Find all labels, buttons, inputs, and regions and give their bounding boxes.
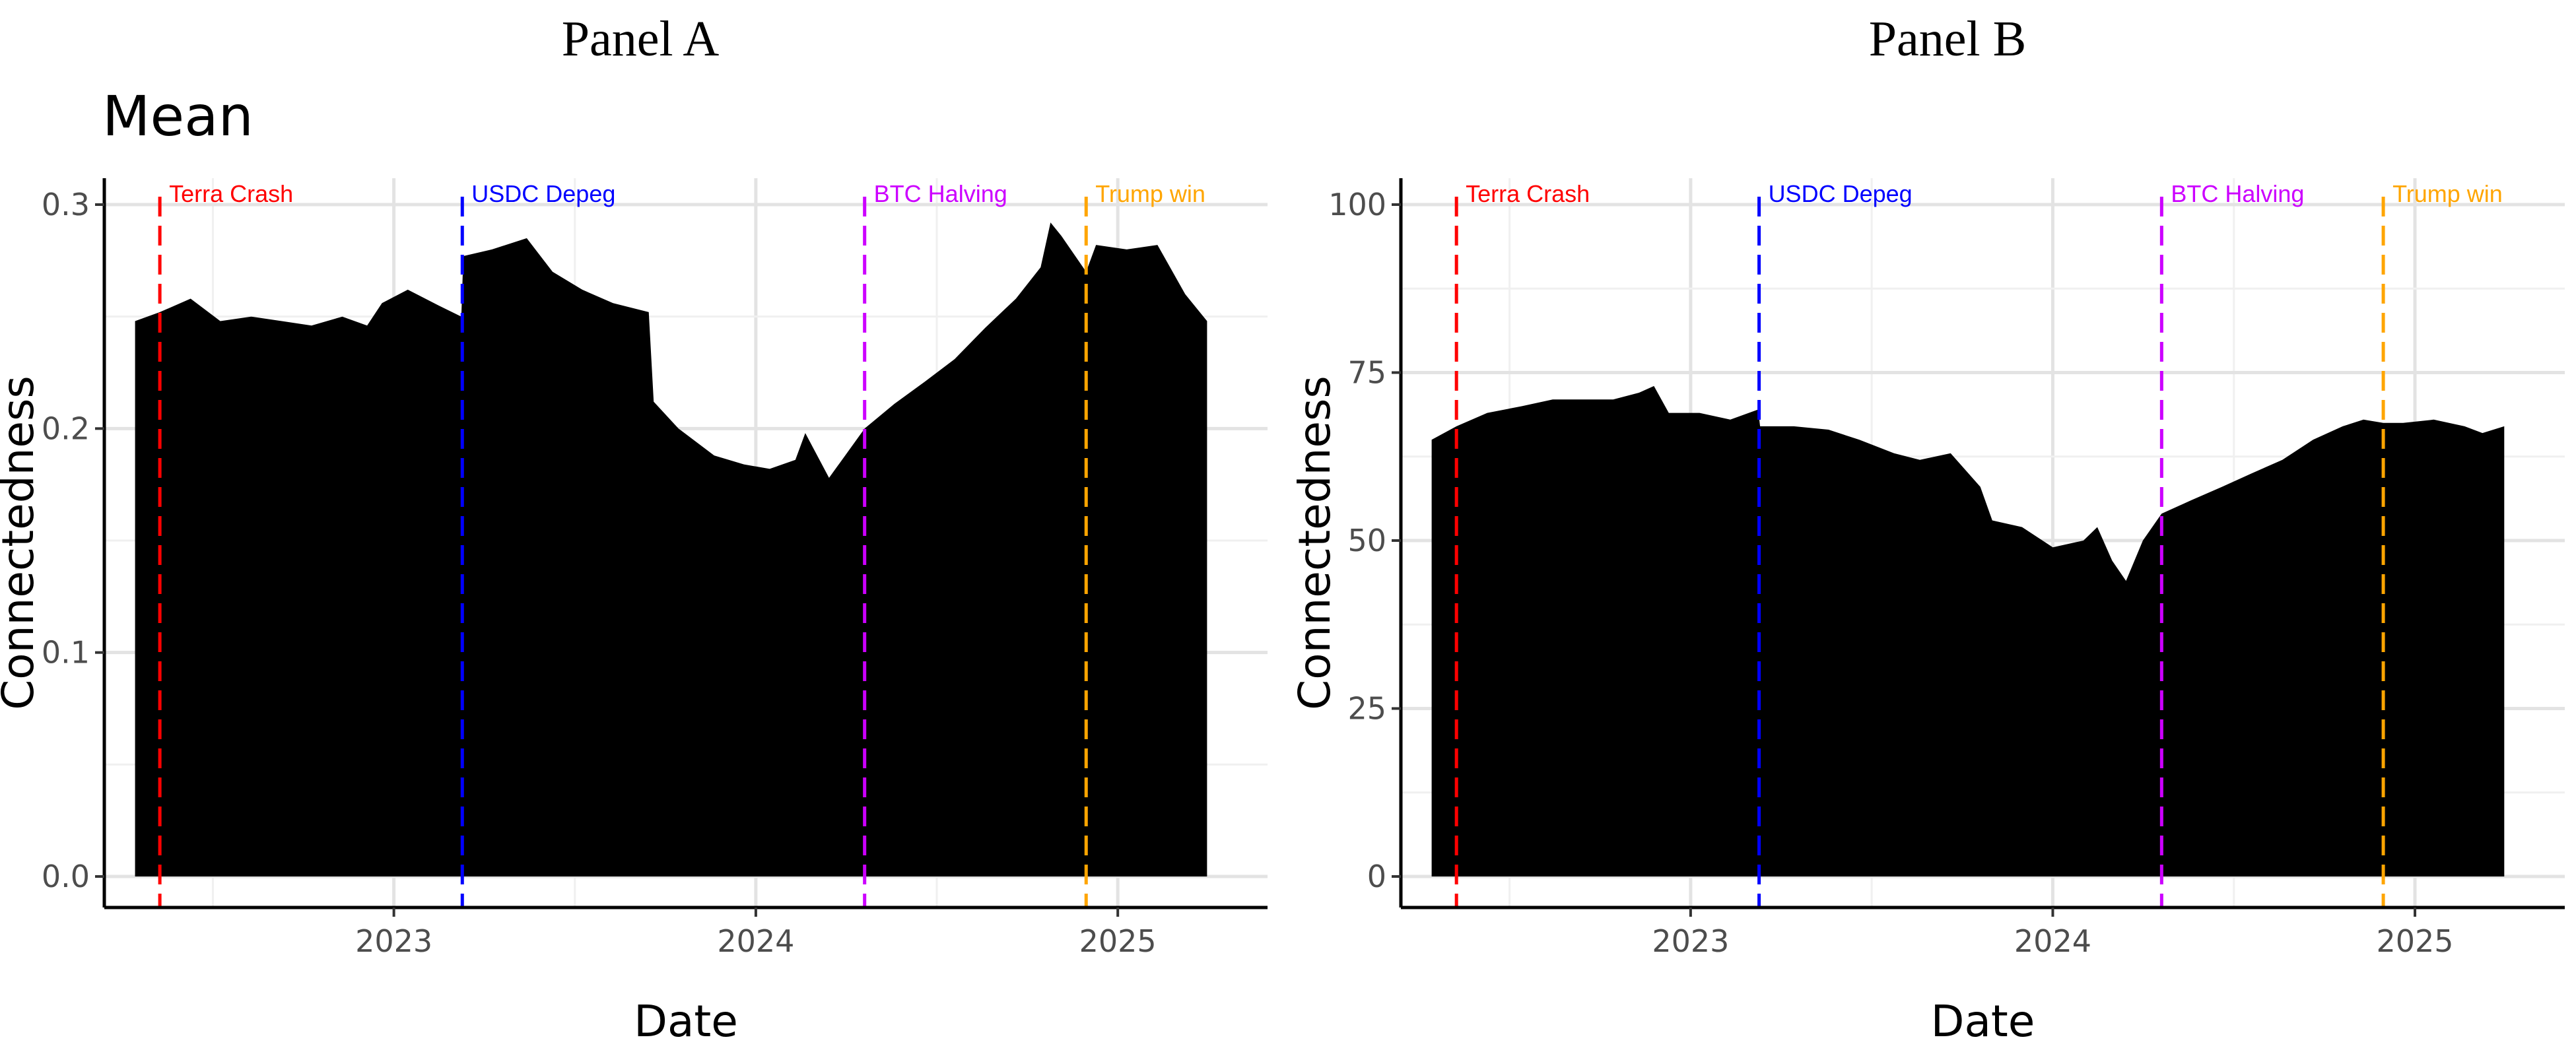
area-series (1431, 385, 2505, 876)
x-tick-label: 2023 (1652, 923, 1729, 959)
panel-label: Panel B (1869, 11, 2027, 67)
x-tick-label: 2023 (355, 923, 432, 959)
x-tick-label: 2024 (717, 923, 794, 959)
y-tick-label: 0.3 (42, 187, 90, 222)
event-label: Terra Crash (1466, 180, 1590, 207)
event-label: BTC Halving (874, 180, 1007, 207)
y-axis-title: Connectedness (0, 376, 44, 710)
y-tick-label: 0.1 (42, 635, 90, 671)
y-axis-title: Connectedness (1289, 376, 1340, 710)
y-tick-label: 75 (1347, 355, 1386, 391)
panel-b: Panel B Terra Crash USDC Depeg BTC Halving T… (1289, 11, 2565, 1047)
y-tick-label: 0.0 (42, 859, 90, 894)
x-axis-title: Date (1931, 996, 2035, 1047)
event-label: USDC Depeg (471, 180, 615, 207)
panel-subtitle: Mean (102, 84, 254, 148)
y-tick-label: 25 (1347, 691, 1386, 727)
panel-label: Panel A (562, 11, 720, 67)
panel-a: Panel A Mean Terra Crash USDC Depeg BTC Halv… (0, 11, 1268, 1047)
x-tick-label: 2025 (2377, 923, 2454, 959)
y-tick-label: 0.2 (42, 411, 90, 446)
y-tick-label: 0 (1367, 859, 1386, 894)
x-tick-label: 2024 (2014, 923, 2091, 959)
x-tick-label: 2025 (1079, 923, 1157, 959)
x-axis-title: Date (634, 996, 738, 1047)
y-tick-label: 100 (1328, 187, 1386, 222)
event-label: Terra Crash (169, 180, 293, 207)
event-label: Trump win (1095, 180, 1205, 207)
event-label: Trump win (2392, 180, 2503, 207)
event-label: BTC Halving (2171, 180, 2304, 207)
area-series (135, 222, 1207, 877)
event-label: USDC Depeg (1769, 180, 1913, 207)
y-tick-label: 50 (1347, 523, 1386, 558)
